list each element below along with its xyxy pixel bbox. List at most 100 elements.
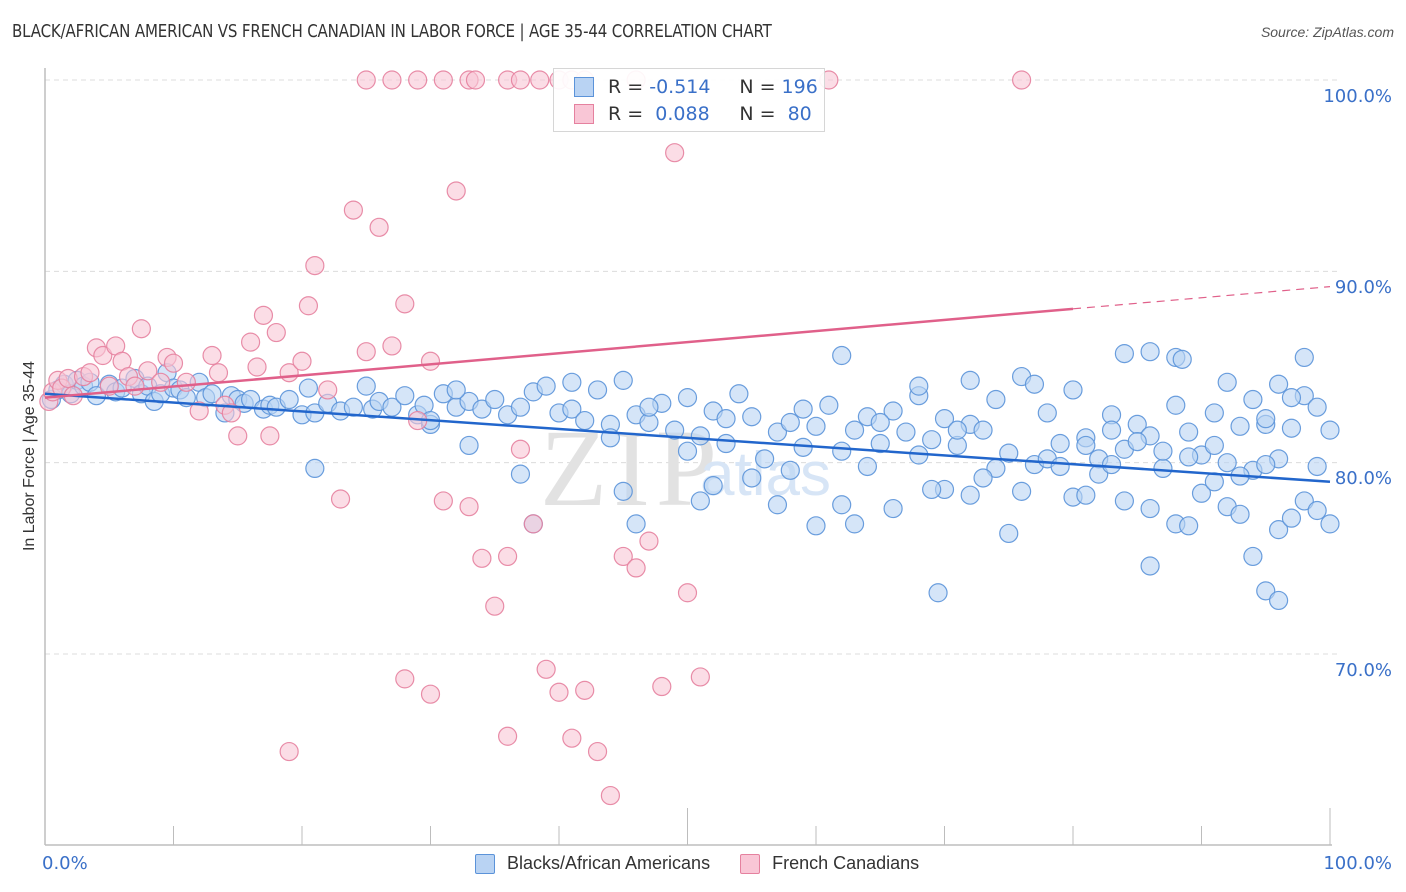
data-point-french bbox=[382, 336, 402, 356]
data-point-blacks bbox=[1281, 418, 1302, 438]
y-tick-70: 70.0% bbox=[1334, 660, 1392, 681]
data-point-blacks bbox=[986, 389, 1006, 410]
data-point-blacks bbox=[626, 514, 646, 534]
trend-line-blacks bbox=[44, 392, 1331, 484]
data-point-blacks bbox=[1307, 500, 1327, 521]
data-point-blacks bbox=[1320, 420, 1340, 440]
data-point-french bbox=[305, 255, 325, 276]
data-point-blacks bbox=[1101, 420, 1122, 440]
data-point-blacks bbox=[305, 458, 325, 479]
data-point-french bbox=[292, 351, 312, 371]
data-point-blacks bbox=[446, 380, 466, 400]
data-point-french bbox=[510, 70, 531, 90]
data-point-blacks bbox=[1294, 347, 1314, 368]
data-point-blacks bbox=[1076, 485, 1096, 505]
data-point-french bbox=[600, 785, 621, 806]
legend-label: French Canadians bbox=[772, 853, 920, 873]
data-point-blacks bbox=[1217, 453, 1237, 473]
data-point-blacks bbox=[1320, 514, 1340, 534]
trend-line-french bbox=[44, 307, 1074, 399]
data-point-blacks bbox=[973, 468, 993, 488]
legend-item-french[interactable]: French Canadians bbox=[740, 853, 919, 874]
data-point-blacks bbox=[613, 481, 633, 501]
data-point-french bbox=[1011, 70, 1032, 90]
y-axis-title: In Labor Force | Age 35-44 bbox=[21, 360, 38, 552]
data-point-blacks bbox=[1256, 454, 1276, 475]
data-point-blacks bbox=[806, 516, 826, 536]
watermark-zip: ZIP bbox=[540, 407, 723, 529]
data-point-blacks bbox=[703, 476, 723, 496]
data-point-french bbox=[208, 363, 229, 383]
data-point-blacks bbox=[1281, 508, 1302, 528]
data-point-blacks bbox=[677, 441, 698, 461]
data-point-french bbox=[279, 741, 299, 762]
y-tick-90: 90.0% bbox=[1334, 277, 1392, 298]
series-legend: Blacks/African Americans French Canadian… bbox=[475, 853, 949, 874]
data-point-blacks bbox=[279, 389, 299, 410]
data-point-blacks bbox=[1076, 435, 1096, 456]
data-point-blacks bbox=[806, 416, 826, 436]
legend-n-label: N = bbox=[739, 103, 776, 125]
data-point-blacks bbox=[909, 376, 929, 396]
legend-r-value: 0.088 bbox=[649, 103, 710, 125]
data-point-blacks bbox=[562, 399, 582, 419]
data-point-french bbox=[665, 143, 685, 163]
data-point-blacks bbox=[754, 449, 775, 469]
data-point-blacks bbox=[575, 410, 595, 431]
data-point-blacks bbox=[1307, 397, 1327, 417]
data-point-blacks bbox=[1268, 520, 1289, 540]
data-point-blacks bbox=[1243, 389, 1263, 410]
data-point-french bbox=[356, 342, 376, 362]
data-point-blacks bbox=[1153, 458, 1173, 479]
data-point-french bbox=[260, 426, 280, 446]
data-point-french bbox=[498, 726, 518, 746]
data-point-blacks bbox=[639, 397, 659, 417]
data-point-blacks bbox=[1268, 374, 1289, 394]
data-point-blacks bbox=[742, 407, 762, 427]
data-point-blacks bbox=[934, 409, 955, 429]
legend-row-blacks: R = -0.514 N = 196 bbox=[574, 75, 818, 99]
data-point-french bbox=[131, 319, 151, 339]
data-point-blacks bbox=[1114, 344, 1135, 364]
data-point-blacks bbox=[1179, 422, 1199, 442]
data-point-french bbox=[446, 181, 466, 201]
source-label: Source: ZipAtlas.com bbox=[1260, 24, 1394, 40]
data-point-french bbox=[241, 332, 261, 352]
data-point-french bbox=[510, 439, 531, 459]
data-point-blacks bbox=[1179, 447, 1199, 467]
data-point-blacks bbox=[1063, 380, 1083, 400]
data-point-blacks bbox=[536, 376, 556, 396]
data-point-french bbox=[433, 70, 453, 90]
legend-r-value: -0.514 bbox=[649, 76, 711, 98]
data-point-blacks bbox=[947, 420, 967, 440]
data-point-french bbox=[93, 345, 113, 366]
data-point-french bbox=[677, 583, 698, 603]
data-point-blacks bbox=[1050, 456, 1070, 477]
data-point-blacks bbox=[1191, 483, 1212, 503]
data-point-blacks bbox=[1179, 516, 1199, 536]
data-point-blacks bbox=[767, 422, 788, 442]
data-point-blacks bbox=[562, 372, 582, 392]
legend-n-value: 80 bbox=[781, 103, 812, 125]
data-point-blacks bbox=[870, 412, 890, 433]
data-point-blacks bbox=[1307, 456, 1327, 477]
data-point-blacks bbox=[613, 370, 633, 390]
data-point-blacks bbox=[896, 422, 916, 442]
data-point-blacks bbox=[690, 426, 710, 446]
data-point-blacks bbox=[690, 491, 710, 511]
data-point-blacks bbox=[1140, 498, 1160, 519]
data-point-blacks bbox=[665, 420, 685, 440]
data-point-blacks bbox=[780, 460, 800, 480]
data-point-french bbox=[459, 497, 479, 517]
legend-n-value: 196 bbox=[781, 76, 818, 98]
data-point-blacks bbox=[1217, 372, 1237, 392]
y-tick-100: 100.0% bbox=[1323, 86, 1392, 107]
legend-item-blacks[interactable]: Blacks/African Americans bbox=[475, 853, 710, 874]
data-point-blacks bbox=[999, 523, 1019, 544]
data-point-blacks bbox=[742, 468, 762, 488]
data-point-blacks bbox=[716, 409, 736, 429]
data-point-blacks bbox=[922, 430, 942, 450]
data-point-blacks bbox=[1140, 556, 1160, 576]
data-point-french bbox=[247, 357, 267, 377]
data-point-blacks bbox=[844, 420, 865, 440]
